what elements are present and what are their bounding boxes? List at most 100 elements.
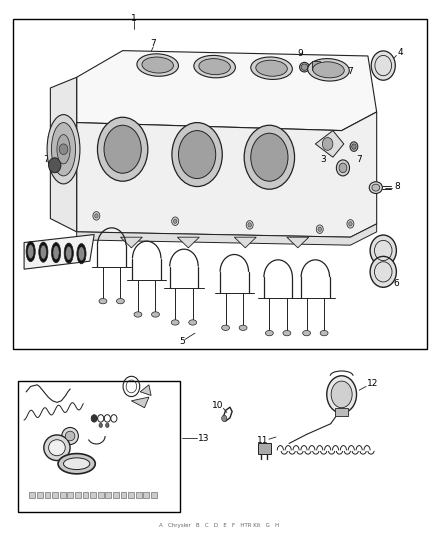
Ellipse shape (308, 59, 349, 81)
Polygon shape (50, 77, 77, 232)
Polygon shape (315, 131, 344, 157)
Ellipse shape (47, 115, 80, 184)
Ellipse shape (142, 57, 173, 73)
Ellipse shape (57, 134, 70, 164)
Text: 8: 8 (395, 182, 401, 191)
Ellipse shape (178, 131, 215, 179)
Ellipse shape (39, 242, 48, 262)
Bar (67, 492, 73, 498)
Ellipse shape (44, 435, 70, 461)
Bar (82, 492, 88, 498)
Ellipse shape (352, 144, 356, 149)
Ellipse shape (327, 376, 357, 413)
Ellipse shape (303, 330, 311, 336)
Bar (335, 408, 348, 416)
Bar (120, 492, 127, 498)
Bar (90, 492, 96, 498)
Text: A   Chrysler   B   C   D   E   F   HTR Kit   G   H: A Chrysler B C D E F HTR Kit G H (159, 522, 279, 528)
Text: 6: 6 (393, 279, 399, 288)
Text: 7: 7 (356, 156, 362, 164)
Ellipse shape (66, 246, 72, 260)
Bar (98, 492, 104, 498)
Ellipse shape (222, 325, 230, 330)
Ellipse shape (64, 243, 74, 263)
Polygon shape (131, 397, 149, 408)
Circle shape (49, 158, 61, 173)
Polygon shape (24, 235, 94, 269)
Text: 9: 9 (297, 49, 303, 58)
Text: 7: 7 (43, 156, 49, 164)
Bar (258, 443, 271, 454)
Circle shape (99, 423, 102, 427)
Ellipse shape (189, 320, 197, 325)
Ellipse shape (28, 245, 34, 259)
Circle shape (59, 144, 68, 155)
Bar (136, 492, 141, 498)
Circle shape (172, 217, 179, 225)
Ellipse shape (77, 244, 86, 264)
Ellipse shape (283, 330, 291, 336)
Ellipse shape (251, 133, 288, 181)
Circle shape (93, 212, 100, 220)
Ellipse shape (301, 64, 307, 70)
Text: 13: 13 (198, 434, 209, 442)
Ellipse shape (99, 298, 107, 304)
Bar (106, 492, 111, 498)
Ellipse shape (49, 440, 65, 456)
Text: 3: 3 (320, 156, 326, 164)
Ellipse shape (300, 62, 309, 72)
Polygon shape (77, 51, 377, 131)
Circle shape (248, 223, 251, 227)
Ellipse shape (339, 163, 347, 173)
Polygon shape (140, 385, 151, 395)
Text: 1: 1 (131, 14, 137, 23)
Circle shape (173, 219, 177, 223)
Text: 4: 4 (398, 48, 403, 56)
Ellipse shape (320, 330, 328, 336)
Ellipse shape (104, 125, 141, 173)
Polygon shape (120, 237, 142, 248)
Ellipse shape (78, 247, 85, 261)
Text: 7: 7 (150, 39, 156, 48)
Circle shape (349, 222, 352, 226)
Ellipse shape (51, 123, 75, 176)
Circle shape (316, 225, 323, 233)
Ellipse shape (370, 235, 396, 266)
Ellipse shape (251, 57, 292, 79)
Ellipse shape (97, 117, 148, 181)
Ellipse shape (331, 381, 352, 408)
Circle shape (106, 423, 109, 427)
Bar (151, 492, 157, 498)
Bar (13, 19, 427, 349)
Circle shape (91, 415, 97, 422)
Ellipse shape (244, 125, 294, 189)
Bar (29, 492, 35, 498)
Ellipse shape (370, 256, 396, 287)
Circle shape (347, 220, 354, 228)
Ellipse shape (172, 123, 222, 187)
Polygon shape (177, 237, 199, 248)
Ellipse shape (171, 320, 179, 325)
Ellipse shape (371, 51, 396, 80)
Ellipse shape (372, 184, 380, 191)
Ellipse shape (369, 182, 382, 193)
Ellipse shape (152, 312, 159, 317)
Circle shape (322, 138, 333, 150)
Bar (312, 61, 320, 70)
Polygon shape (287, 237, 309, 248)
Text: 11: 11 (257, 437, 268, 445)
Ellipse shape (256, 60, 287, 76)
Circle shape (246, 221, 253, 229)
Ellipse shape (117, 298, 124, 304)
Circle shape (222, 415, 227, 422)
Ellipse shape (137, 54, 178, 76)
Polygon shape (77, 112, 377, 237)
Ellipse shape (65, 431, 75, 441)
Text: 2: 2 (33, 257, 39, 265)
Ellipse shape (52, 243, 60, 263)
Ellipse shape (62, 427, 78, 445)
Bar (37, 492, 43, 498)
Text: 12: 12 (367, 379, 378, 388)
Text: 5: 5 (179, 337, 185, 345)
Text: 7: 7 (347, 68, 353, 76)
